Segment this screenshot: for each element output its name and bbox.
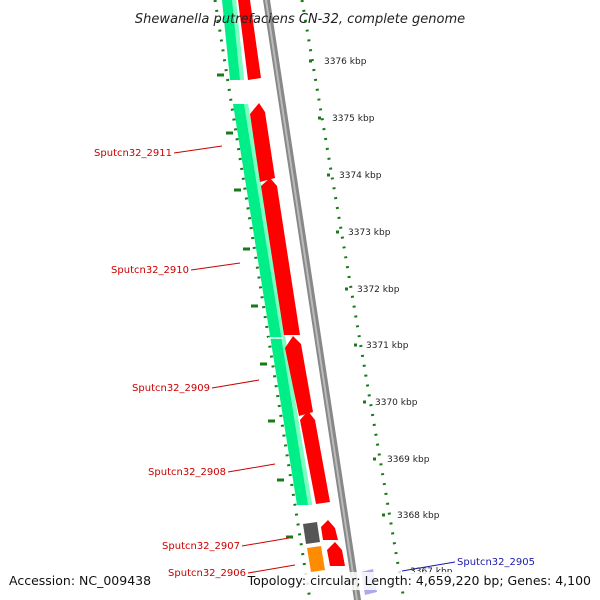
scale-label: 3373 kbp (348, 228, 391, 238)
gene-cds-2906 (327, 542, 345, 566)
conserved-region-main-light (244, 104, 312, 505)
gene-cds-2908 (300, 411, 330, 504)
accession-text: Accession: NC_009438 (9, 573, 151, 588)
gene-label-2908[interactable]: Sputcn32_2908 (148, 467, 226, 478)
gene-label-2907[interactable]: Sputcn32_2907 (162, 541, 240, 552)
scale-label: 3371 kbp (366, 341, 409, 351)
topology-text: Topology: circular; Length: 4,659,220 bp… (247, 573, 591, 588)
scale-label: 3370 kbp (375, 398, 418, 408)
scale-label: 3369 kbp (387, 455, 430, 465)
gene-grey-feature (303, 522, 320, 544)
map-title: Shewanella putrefaciens CN-32, complete … (135, 12, 465, 27)
inner-major-ticks (217, 73, 293, 539)
scale-label: 3368 kbp (397, 511, 440, 521)
gene-cds-2909 (285, 336, 313, 416)
gene-labels: Sputcn32_2911 Sputcn32_2910 Sputcn32_290… (94, 148, 535, 579)
conserved-region-top-light (232, 0, 244, 80)
backbone-ring-highlight (265, 0, 358, 600)
gene-leader-lines (173, 145, 296, 574)
gene-cds-2907 (321, 520, 338, 540)
gene-label-2910[interactable]: Sputcn32_2910 (111, 265, 189, 276)
scale-label: 3374 kbp (339, 171, 382, 181)
outer-major-ticks (309, 59, 385, 517)
gene-2905-leader-line (401, 561, 456, 572)
topology-backing (258, 572, 594, 590)
scale-label: 3376 kbp (324, 57, 367, 67)
outer-tick-ring (300, 0, 406, 600)
gene-label-2909[interactable]: Sputcn32_2909 (132, 383, 210, 394)
accession-backing (6, 572, 148, 590)
gene-cds-2911 (250, 103, 275, 182)
gene-label-2906[interactable]: Sputcn32_2906 (168, 568, 246, 579)
scale-label: 3375 kbp (332, 114, 375, 124)
gene-orange-feature (307, 546, 325, 572)
gene-cds-top (238, 0, 261, 80)
gene-label-2905[interactable]: Sputcn32_2905 (457, 557, 535, 568)
gene-label-2911[interactable]: Sputcn32_2911 (94, 148, 172, 159)
inner-tick-ring (213, 0, 312, 600)
scale-label: 3372 kbp (357, 285, 400, 295)
gene-cds-2910 (261, 178, 300, 335)
